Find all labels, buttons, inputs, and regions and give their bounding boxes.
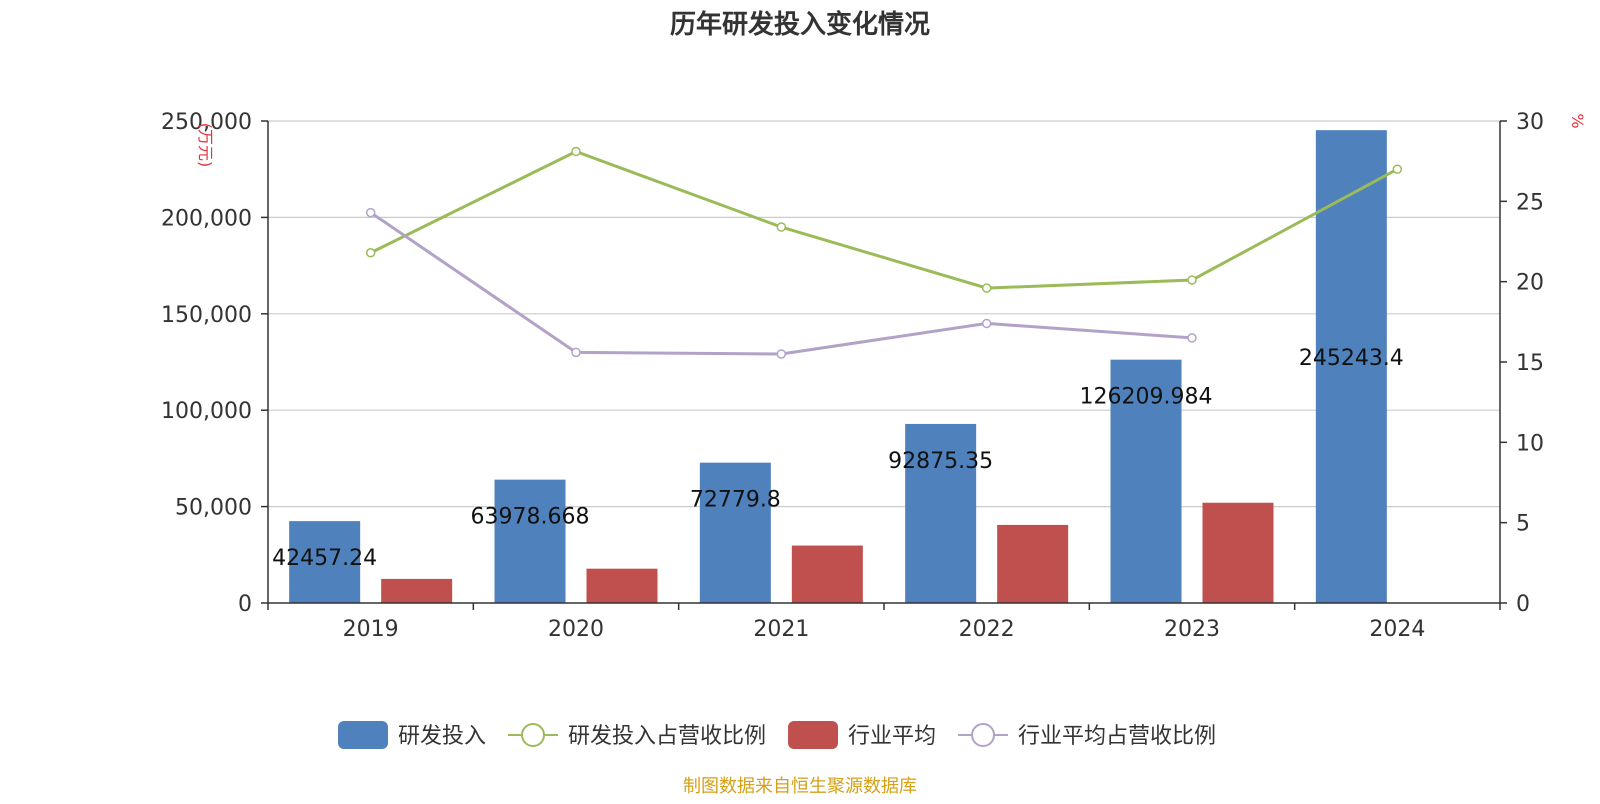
bar-industry-average [1202,502,1274,603]
axes: 0 50,000 100,000 150,000 200,000 250,000 0 5 10 1… [161,110,1544,642]
legend-swatch-marker-rd-ratio [521,723,546,747]
left-axis-tick-label: 250,000 [161,110,252,135]
legend: 研发投入 研发投入占营收比例 行业平均 行业平均占营收比例 [338,721,1216,749]
bar-value-label: 63978.668 [471,505,590,530]
legend-label-rd-investment: 研发投入 [398,724,486,749]
left-axis-unit: (万元) [196,123,215,168]
x-axis-tick-label: 2019 [343,617,399,642]
bar-industry-average [586,568,658,603]
legend-swatch-marker-industry-ratio [971,723,996,747]
bar-value-label: 245243.4 [1299,346,1404,371]
point-rd-ratio [776,222,787,232]
point-industry-ratio [776,349,787,359]
line-industry-ratio [369,211,1193,356]
x-axis-tick-label: 2023 [1164,617,1220,642]
bar-rd-investment [1110,359,1182,603]
bar-industry-average [381,578,453,603]
point-industry-ratio [981,318,992,329]
right-axis-tick-label: 5 [1516,512,1530,537]
left-axis-tick-label: 100,000 [161,399,252,424]
right-axis-unit: % [1568,113,1587,128]
point-rd-ratio [1392,164,1403,174]
source-note: 制图数据来自恒生聚源数据库 [683,776,917,797]
bar-industry-average [791,545,863,603]
point-rd-ratio [571,146,581,157]
point-rd-ratio [365,247,376,258]
bar-rd-investment [905,423,977,603]
bar-value-label: 126209.984 [1080,385,1213,410]
right-axis-tick-label: 30 [1516,110,1544,135]
bar-rd-investment [289,521,361,603]
legend-label-industry-ratio: 行业平均占营收比例 [1018,724,1216,749]
right-axis-tick-label: 25 [1516,190,1544,215]
x-axis-tick-label: 2022 [959,617,1015,642]
bar-industry-average [997,524,1069,603]
legend-label-rd-ratio: 研发投入占营收比例 [568,724,766,749]
bar-value-label: 72779.8 [690,488,781,513]
bar-rd-investment [1315,130,1387,604]
legend-swatch-industry-average [788,721,839,749]
right-axis-tick-label: 15 [1516,351,1544,376]
right-axis-tick-label: 20 [1516,271,1544,296]
x-axis-tick-label: 2021 [753,617,809,642]
right-axis-tick-label: 10 [1516,431,1544,456]
x-axis-tick-label: 2024 [1369,617,1425,642]
point-rd-ratio [981,283,992,293]
point-rd-ratio [1187,275,1197,285]
line-rd-ratio [370,149,1399,290]
left-axis-tick-label: 200,000 [161,206,252,231]
point-industry-ratio [1187,333,1197,343]
legend-swatch-rd-investment [338,721,388,749]
lines [365,146,1403,359]
bar-value-label: 92875.35 [888,449,993,474]
chart-title: 历年研发投入变化情况 [670,9,930,40]
left-axis-tick-label: 50,000 [175,496,252,521]
bar-rd-investment [699,462,771,603]
x-axis-tick-label: 2020 [548,617,604,642]
grid [268,120,1500,508]
point-industry-ratio [365,207,376,218]
left-axis-tick-label: 0 [238,592,252,617]
bar-rd-investment [494,479,566,603]
data-labels: 42457.24 63978.668 72779.8 92875.35 126209.9… [272,346,1404,571]
legend-label-industry-average: 行业平均 [848,724,936,749]
bar-value-label: 42457.24 [272,546,377,571]
bars [289,130,1387,604]
left-axis-tick-label: 150,000 [161,303,252,328]
point-industry-ratio [571,347,581,358]
right-axis-tick-label: 0 [1516,592,1530,617]
